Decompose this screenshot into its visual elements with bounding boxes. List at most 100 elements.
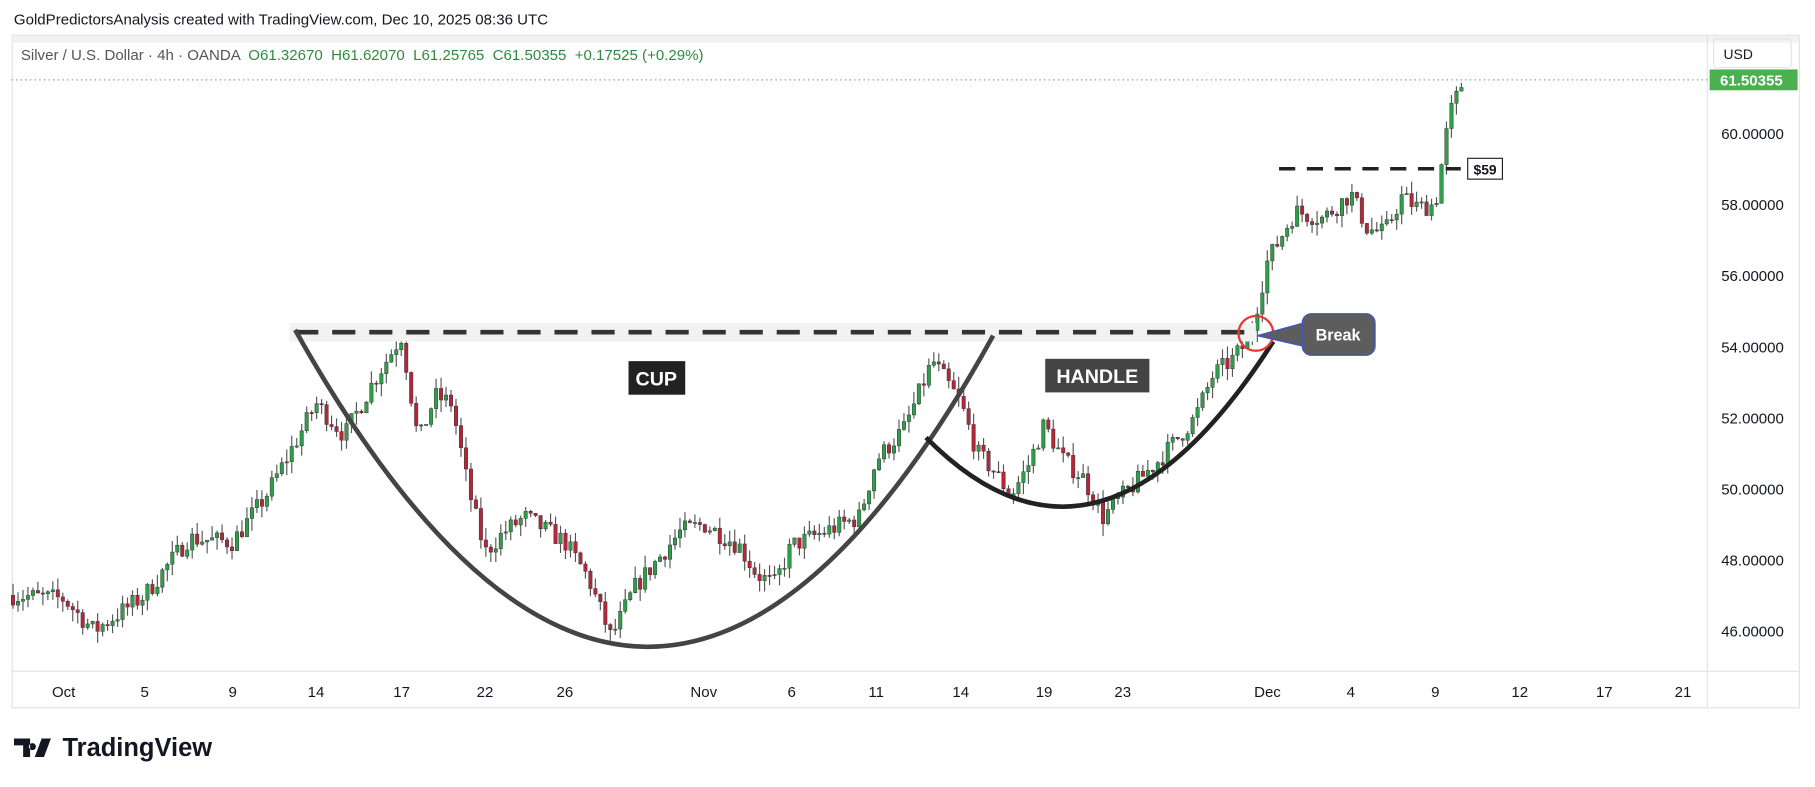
candle-body [1051,428,1056,449]
legend-open: O61.32670 [248,46,323,64]
candle-body [1429,204,1434,216]
candle-body [971,424,976,452]
candle-body [374,382,379,385]
candle-body [379,373,384,385]
candle-body [692,522,697,524]
candle-body [170,551,175,565]
candle-body [205,539,210,543]
level-label: $59 [1473,162,1496,178]
currency-button[interactable]: USD [1713,38,1792,69]
time-axis: Oct 5 9 14 17 22 26 Nov 6 11 14 19 23 Dec 4 9 12 17 21 [52,684,1691,701]
candle-body [533,513,538,516]
candle-body [294,445,299,448]
candle-body [140,599,145,606]
candle-body [190,533,195,551]
candle-body [1354,192,1359,199]
candle-body [812,530,817,536]
candle-body [668,544,672,560]
candle-body [732,541,737,553]
candle-body [1106,509,1110,524]
time-tick-label: Dec [1254,684,1281,701]
candle-body [518,518,523,526]
candle-body [931,361,936,366]
handle-label-box [1045,358,1150,393]
candle-body [150,584,155,594]
candle-body [1135,470,1140,493]
callout-pointer [1256,321,1309,348]
candle-body [1339,198,1344,216]
time-tick-label: 26 [556,684,573,701]
legend: Silver / U.S. Dollar · 4h · OANDA O61.32… [21,46,704,63]
candles: 61.50355 [11,69,1798,643]
candle-body [1195,407,1200,418]
candle-body [777,568,782,575]
price-tick-label: 50.00000 [1721,481,1784,498]
candle-body [1394,213,1399,221]
candle-body [1449,102,1454,129]
price-tick-label: 56.00000 [1721,268,1784,285]
candle-body [1111,498,1115,510]
candle-body [1414,201,1419,207]
candle-body [269,477,274,497]
candle-body [1384,219,1389,225]
candle-body [543,521,548,530]
candle-body [1056,447,1061,450]
candle-body [468,468,473,501]
candle-body [259,499,264,507]
candle-body [1295,205,1300,227]
candle-body [1061,447,1066,454]
candle-body [682,520,687,531]
candle-body [25,595,30,600]
candle-body [1081,473,1086,478]
candle-body [563,532,568,551]
time-tick-label: Nov [690,684,717,701]
price-tick-label: 52.00000 [1721,410,1784,427]
candle-body [508,519,513,533]
candle-body [299,430,304,447]
time-tick-label: 23 [1114,684,1131,701]
candle-body [648,567,653,575]
cup-curve [293,328,996,649]
price-tick-label: 60.00000 [1721,126,1784,143]
candle-body [30,590,35,596]
candle-body [762,575,767,581]
candle-body [538,515,543,530]
candle-body [488,546,493,553]
candle-body [687,520,692,523]
candle-body [787,544,792,569]
time-tick-label: 21 [1675,684,1692,701]
tradingview-logo[interactable]: TradingView [13,733,212,763]
candle-body [593,588,598,595]
candle-body [638,578,643,590]
candle-body [354,410,359,414]
time-tick-label: 22 [477,684,494,701]
last-price-label: 61.50355 [1720,73,1783,90]
price-tick-label: 48.00000 [1721,553,1784,570]
candle-body [678,529,682,539]
price-tick-label: 58.00000 [1721,197,1784,214]
candle-body [1101,501,1106,524]
candle-body [1021,471,1026,483]
candle-body [663,556,668,560]
candle-body [424,424,429,426]
candle-body [309,412,314,414]
candle-body [1389,219,1394,222]
candle-body [55,589,60,598]
candle-body [1315,222,1320,225]
candle-body [747,560,752,568]
candle-body [633,578,638,593]
candle-body [249,507,254,519]
candle-body [1275,244,1280,247]
candle-body [1036,447,1041,450]
candle-body [409,372,414,404]
candle-body [244,518,249,537]
candle-body [1001,471,1006,489]
time-tick-label: 14 [952,684,969,701]
candle-body [1379,223,1384,231]
candle-body [304,412,309,432]
chart-top-band [12,35,1799,43]
time-tick-label: 11 [868,684,884,701]
candle-body [996,471,1001,474]
legend-low: L61.25765 [413,46,485,64]
